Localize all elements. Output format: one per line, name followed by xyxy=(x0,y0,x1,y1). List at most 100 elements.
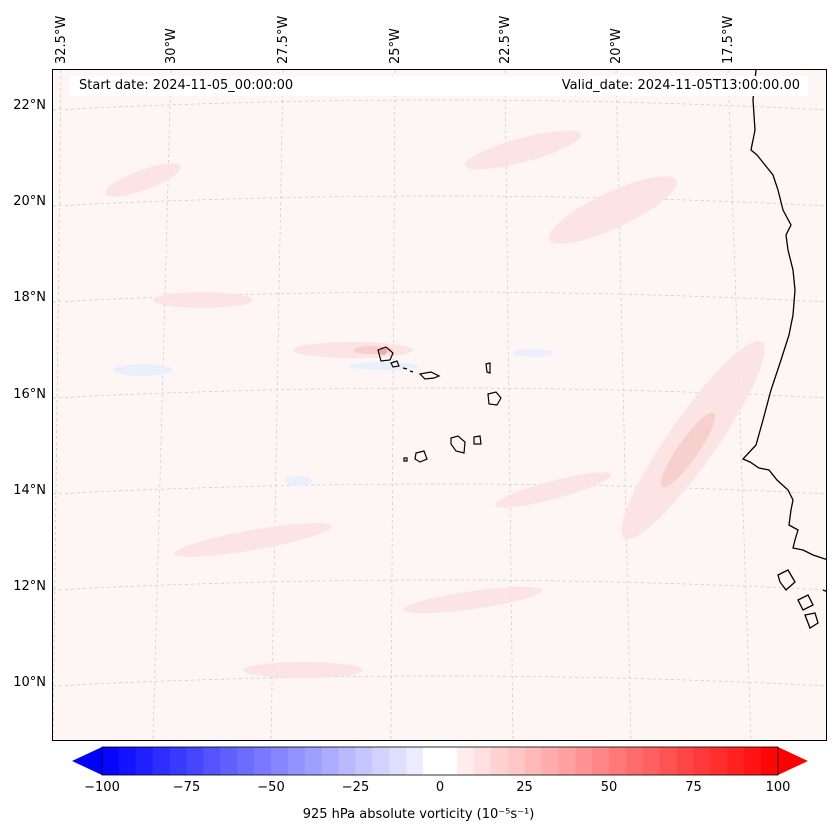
island-outline xyxy=(402,367,408,370)
vorticity-patch xyxy=(403,586,543,614)
island-outline xyxy=(403,457,408,462)
colorbar-cell xyxy=(541,747,559,775)
map-plot-area xyxy=(52,69,827,741)
vorticity-patch xyxy=(153,292,253,308)
colorbar-cell xyxy=(659,747,678,775)
colorbar-cell xyxy=(575,747,593,775)
gridline-lon xyxy=(615,70,632,740)
gridline-lat xyxy=(53,387,826,399)
vorticity-patch xyxy=(113,364,173,376)
colorbar-cell xyxy=(321,747,340,775)
vorticity-positive-patches xyxy=(105,130,765,678)
colorbar-cell xyxy=(372,747,390,775)
colorbar-cell xyxy=(710,747,728,775)
lon-label: 17.5°W xyxy=(721,15,736,64)
colorbar-label: 925 hPa absolute vorticity (10⁻⁵s⁻¹) xyxy=(302,807,535,822)
colorbar-cell xyxy=(440,747,458,775)
coastline-africa xyxy=(741,70,826,629)
lon-label: 32.5°W xyxy=(54,15,69,64)
colorbar-cell xyxy=(271,747,289,775)
colorbar-cells xyxy=(102,747,779,775)
colorbar-min-arrow xyxy=(72,747,102,775)
start-date-label: Start date: 2024-11-05_00:00:00 xyxy=(79,78,294,93)
island-outline xyxy=(414,450,428,463)
colorbar-cell xyxy=(507,747,525,775)
islands xyxy=(377,346,502,463)
vorticity-patch xyxy=(174,522,332,558)
gridline-lon xyxy=(270,70,284,740)
vorticity-patch xyxy=(464,130,582,170)
vorticity-patch xyxy=(549,176,677,244)
lat-label: 10°N xyxy=(13,675,46,690)
gridline-lon xyxy=(53,70,62,740)
lat-label: 16°N xyxy=(13,387,46,402)
colorbar-cell xyxy=(389,747,407,775)
colorbar-tick-label: 100 xyxy=(765,780,791,795)
colorbar-max-arrow xyxy=(778,747,808,775)
colorbar-cell xyxy=(423,747,441,775)
island-outline xyxy=(485,362,491,374)
colorbar-tick-label: −25 xyxy=(341,780,370,795)
colorbar-cell xyxy=(727,747,745,775)
island-outline xyxy=(487,391,502,406)
colorbar-cell xyxy=(304,747,323,775)
island-outline xyxy=(450,435,466,454)
colorbar-cell xyxy=(625,747,644,775)
colorbar-cell xyxy=(338,747,356,775)
colorbar-cell xyxy=(676,747,694,775)
lat-label: 22°N xyxy=(13,98,46,113)
colorbar-cell xyxy=(152,747,171,775)
island-outline xyxy=(390,360,400,368)
colorbar-cell xyxy=(186,747,204,775)
vorticity-patch xyxy=(243,662,363,678)
valid-date-label: Valid_date: 2024-11-05T13:00:00.00 xyxy=(561,78,800,93)
gridline-lat xyxy=(53,483,826,495)
colorbar-cell xyxy=(558,747,576,775)
colorbar-tick-label: 50 xyxy=(600,780,618,795)
lat-label: 18°N xyxy=(13,290,46,305)
colorbar-cell xyxy=(203,747,221,775)
island-outline xyxy=(377,346,394,362)
colorbar-cell xyxy=(642,747,661,775)
colorbar-cell xyxy=(693,747,711,775)
colorbar-cell xyxy=(220,747,238,775)
colorbar-cell xyxy=(592,747,610,775)
colorbar-cell xyxy=(135,747,154,775)
colorbar-tick-label: 25 xyxy=(516,780,533,795)
colorbar-outline xyxy=(101,746,779,776)
colorbar xyxy=(72,746,808,776)
colorbar-cell xyxy=(287,747,306,775)
colorbar-tick-label: −75 xyxy=(172,780,201,795)
gridline-lat xyxy=(53,675,826,687)
colorbar-cell xyxy=(524,747,542,775)
colorbar-cell xyxy=(254,747,272,775)
vorticity-patch xyxy=(105,163,181,197)
lat-label: 14°N xyxy=(13,483,46,498)
lon-label: 22.5°W xyxy=(498,15,513,64)
gridline-lat xyxy=(53,579,826,591)
colorbar-tick-label: −50 xyxy=(257,780,285,795)
island-outline xyxy=(418,371,441,380)
colorbar-tick-label: 0 xyxy=(435,780,445,795)
colorbar-cell xyxy=(761,747,779,775)
vorticity-patch xyxy=(660,412,716,488)
colorbar-cell xyxy=(744,747,762,775)
date-annotation-box xyxy=(70,76,808,96)
lon-label: 25°W xyxy=(388,28,403,64)
lat-label: 12°N xyxy=(13,579,46,594)
colorbar-cell xyxy=(473,747,492,775)
colorbar-tick-label: 75 xyxy=(685,780,702,795)
colorbar-tick-label: −100 xyxy=(84,780,120,795)
colorbar-cell xyxy=(355,747,373,775)
lon-label: 30°W xyxy=(164,28,179,64)
vorticity-patch xyxy=(284,476,312,486)
island-outline xyxy=(473,435,482,445)
colorbar-cell xyxy=(118,747,137,775)
lon-label: 27.5°W xyxy=(276,15,291,64)
colorbar-cell xyxy=(490,747,509,775)
vorticity-patch xyxy=(494,472,612,508)
gridline-lon xyxy=(152,70,172,740)
gridline-lon xyxy=(504,70,514,740)
map-canvas xyxy=(53,70,826,740)
gridline-lat xyxy=(53,99,826,111)
